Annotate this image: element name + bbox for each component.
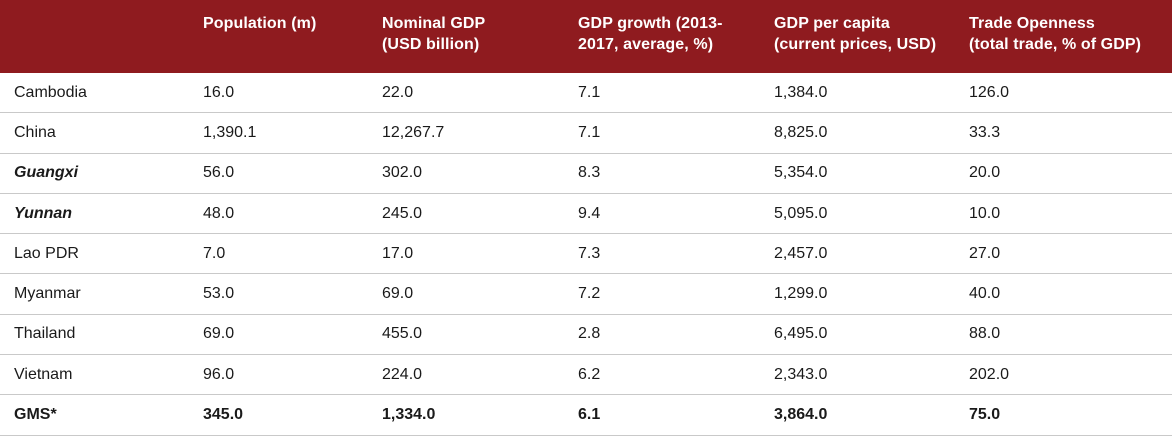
total-row: GMS* 345.0 1,334.0 6.1 3,864.0 75.0 [0,394,1172,436]
table-row: Lao PDR 7.0 17.0 7.3 2,457.0 27.0 [0,233,1172,275]
cell-trade-openness: 88.0 [969,314,1172,356]
cell-nominal-gdp: 245.0 [382,193,578,235]
row-label: Cambodia [0,73,203,114]
cell-nominal-gdp: 12,267.7 [382,112,578,154]
row-label: Lao PDR [0,233,203,275]
cell-trade-openness: 20.0 [969,153,1172,194]
header-cell-nominal-gdp: Nominal GDP (USD billion) [382,0,578,73]
header-cell-population: Population (m) [203,0,382,73]
cell-gdp-growth: 7.1 [578,73,774,114]
cell-gdp-per-capita: 2,457.0 [774,233,969,275]
cell-gdp-per-capita: 1,299.0 [774,273,969,315]
row-label: Vietnam [0,354,203,396]
row-label: GMS* [0,394,203,436]
cell-nominal-gdp: 224.0 [382,354,578,396]
cell-population: 53.0 [203,273,382,315]
cell-trade-openness: 75.0 [969,394,1172,436]
cell-population: 56.0 [203,153,382,194]
header-cell-trade-openness: Trade Openness (total trade, % of GDP) [969,0,1172,73]
table-row: Thailand 69.0 455.0 2.8 6,495.0 88.0 [0,314,1172,356]
cell-trade-openness: 27.0 [969,233,1172,275]
cell-nominal-gdp: 455.0 [382,314,578,356]
cell-nominal-gdp: 302.0 [382,153,578,194]
cell-gdp-growth: 6.2 [578,354,774,396]
cell-population: 7.0 [203,233,382,275]
header-cell-gdp-per-capita: GDP per capita (current prices, USD) [774,0,969,73]
table-row: Myanmar 53.0 69.0 7.2 1,299.0 40.0 [0,273,1172,315]
header-label: Population (m) [203,15,317,32]
cell-gdp-per-capita: 5,354.0 [774,153,969,194]
table-body: Cambodia 16.0 22.0 7.1 1,384.0 126.0 Chi… [0,73,1172,436]
header-label: GDP per capita (current prices, USD) [774,15,937,53]
row-label: China [0,112,203,154]
cell-population: 1,390.1 [203,112,382,154]
cell-gdp-growth: 6.1 [578,394,774,436]
table-row: Guangxi 56.0 302.0 8.3 5,354.0 20.0 [0,153,1172,194]
cell-population: 345.0 [203,394,382,436]
cell-gdp-growth: 7.2 [578,273,774,315]
row-label: Guangxi [0,153,203,194]
table-row: Cambodia 16.0 22.0 7.1 1,384.0 126.0 [0,73,1172,114]
cell-trade-openness: 40.0 [969,273,1172,315]
header-cell-gdp-growth: GDP growth (2013- 2017, average, %) [578,0,774,73]
cell-gdp-growth: 7.3 [578,233,774,275]
cell-trade-openness: 202.0 [969,354,1172,396]
cell-population: 48.0 [203,193,382,235]
cell-population: 69.0 [203,314,382,356]
table-row: Vietnam 96.0 224.0 6.2 2,343.0 202.0 [0,354,1172,396]
cell-gdp-per-capita: 5,095.0 [774,193,969,235]
cell-population: 96.0 [203,354,382,396]
cell-gdp-per-capita: 6,495.0 [774,314,969,356]
table-row: Yunnan 48.0 245.0 9.4 5,095.0 10.0 [0,193,1172,235]
cell-nominal-gdp: 1,334.0 [382,394,578,436]
cell-gdp-per-capita: 2,343.0 [774,354,969,396]
cell-gdp-per-capita: 8,825.0 [774,112,969,154]
row-label: Myanmar [0,273,203,315]
row-label: Yunnan [0,193,203,235]
header-label: GDP growth (2013- 2017, average, %) [578,15,723,53]
cell-gdp-per-capita: 3,864.0 [774,394,969,436]
cell-gdp-growth: 8.3 [578,153,774,194]
header-cell-blank [0,0,203,73]
row-label: Thailand [0,314,203,356]
cell-trade-openness: 126.0 [969,73,1172,114]
header-label: Nominal GDP (USD billion) [382,15,486,53]
cell-gdp-per-capita: 1,384.0 [774,73,969,114]
table-header: Population (m) Nominal GDP (USD billion)… [0,0,1172,73]
cell-trade-openness: 33.3 [969,112,1172,154]
cell-nominal-gdp: 22.0 [382,73,578,114]
cell-nominal-gdp: 17.0 [382,233,578,275]
cell-gdp-growth: 2.8 [578,314,774,356]
cell-population: 16.0 [203,73,382,114]
cell-gdp-growth: 9.4 [578,193,774,235]
cell-nominal-gdp: 69.0 [382,273,578,315]
cell-gdp-growth: 7.1 [578,112,774,154]
header-row: Population (m) Nominal GDP (USD billion)… [0,0,1172,73]
table-row: China 1,390.1 12,267.7 7.1 8,825.0 33.3 [0,112,1172,154]
header-label: Trade Openness (total trade, % of GDP) [969,15,1142,53]
cell-trade-openness: 10.0 [969,193,1172,235]
